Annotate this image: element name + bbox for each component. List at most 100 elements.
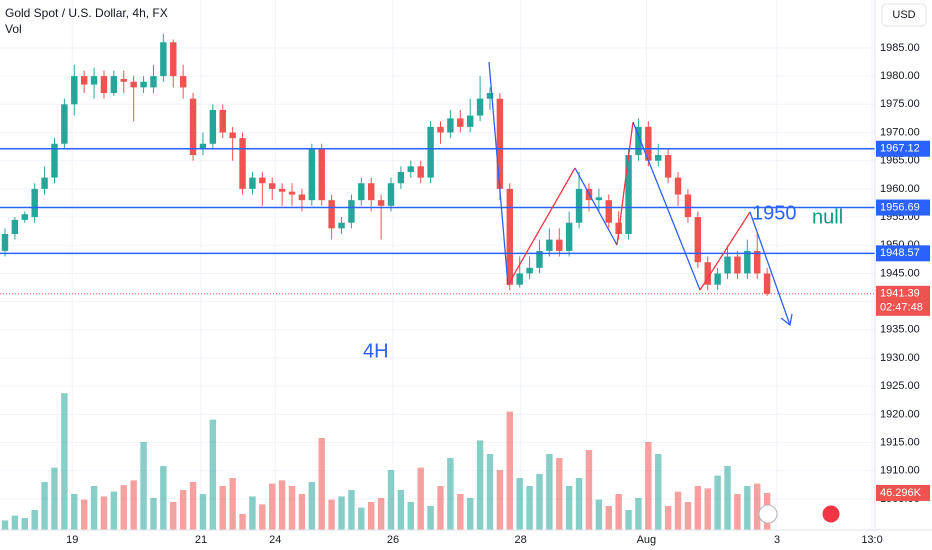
- candle-body: [328, 200, 335, 229]
- volume-layer: [1, 393, 771, 530]
- volume-bar: [80, 499, 88, 530]
- candle-body: [556, 239, 563, 251]
- flag-icon[interactable]: [821, 504, 841, 524]
- candle-body: [427, 126, 434, 178]
- y-tick-label: 1980.00: [880, 70, 920, 82]
- volume-bar: [684, 502, 692, 530]
- y-tick-label: 1960.00: [880, 183, 920, 195]
- candle-body: [90, 76, 98, 85]
- candle-layer: [1, 33, 771, 297]
- volume-bar: [447, 458, 454, 530]
- y-tick-label: 1970.00: [880, 126, 920, 138]
- currency-label[interactable]: USD: [892, 9, 915, 21]
- candle-body: [269, 183, 276, 189]
- candle-body: [734, 256, 741, 274]
- volume-bar: [150, 498, 157, 530]
- volume-bar: [664, 506, 672, 530]
- volume-bar: [496, 470, 504, 530]
- candle-body: [437, 126, 444, 133]
- candle-body: [684, 194, 692, 218]
- volume-bar: [259, 504, 266, 530]
- volume-bar: [575, 478, 583, 530]
- candle-body: [308, 149, 316, 201]
- volume-bar: [31, 510, 38, 530]
- currency-button[interactable]: [881, 3, 927, 27]
- volume-bar: [11, 515, 19, 530]
- candle-body: [367, 183, 375, 201]
- candle-body: [130, 81, 137, 88]
- volume-bar: [51, 467, 58, 530]
- candle-body: [694, 217, 702, 263]
- volume-bar: [21, 518, 29, 530]
- volume-bar: [645, 442, 652, 530]
- candle-body: [120, 78, 127, 82]
- candle-body: [466, 115, 474, 127]
- event-icon[interactable]: [758, 504, 778, 524]
- volume-bar: [120, 485, 127, 530]
- candle-body: [21, 214, 29, 220]
- candle-body: [348, 200, 355, 223]
- volume-bar: [476, 440, 484, 530]
- volume-bar: [318, 438, 325, 530]
- trend-arrow: [632, 121, 701, 291]
- candle-body: [674, 177, 682, 195]
- candle-body: [417, 166, 424, 178]
- volume-bar: [338, 496, 345, 530]
- candle-body: [358, 183, 365, 201]
- candle-body: [41, 177, 48, 189]
- volume-bar: [427, 506, 434, 530]
- candle-body: [635, 126, 642, 156]
- candle-body: [259, 177, 266, 184]
- annotation: 4H: [363, 340, 389, 362]
- candle-body: [457, 118, 464, 127]
- drawings: [488, 61, 793, 327]
- volume-bar: [605, 506, 612, 530]
- volume-bar: [546, 454, 553, 530]
- volume-bar: [61, 393, 68, 530]
- volume-bar: [100, 496, 108, 530]
- volume-bar: [704, 488, 711, 530]
- volume-bar: [724, 466, 731, 530]
- trend-arrow: [574, 167, 618, 246]
- candle-body: [278, 188, 286, 192]
- candle-body: [575, 188, 583, 223]
- volume-bar: [219, 486, 226, 530]
- level-label: 1956.69: [880, 201, 920, 213]
- x-tick-label: 19: [66, 534, 78, 546]
- volume-bar: [635, 498, 642, 530]
- countdown-label: 02:47:48: [880, 302, 923, 314]
- volume-bar: [615, 494, 622, 530]
- volume-bar: [71, 494, 78, 530]
- candle-body: [239, 138, 246, 189]
- volume-bar: [110, 491, 118, 530]
- candle-body: [11, 219, 19, 234]
- chart-title: Gold Spot / U.S. Dollar, 4h, FX: [5, 6, 168, 20]
- volume-bar: [526, 486, 533, 530]
- volume-value-label: 46.296K: [880, 487, 922, 499]
- volume-bar: [170, 502, 177, 530]
- volume-bar: [397, 490, 405, 530]
- candle-body: [664, 155, 672, 178]
- volume-bar: [160, 466, 167, 530]
- candle-body: [61, 104, 68, 144]
- candle-body: [595, 197, 603, 201]
- candle-body: [605, 200, 612, 223]
- volume-bar: [90, 486, 98, 530]
- y-tick-label: 1985.00: [880, 42, 920, 54]
- y-tick-label: 1925.00: [880, 380, 920, 392]
- candle-body: [714, 273, 721, 285]
- candle-body: [209, 109, 217, 144]
- x-tick-label: 24: [269, 534, 281, 546]
- annotation: 1950: [752, 202, 797, 224]
- candle-body: [377, 200, 385, 206]
- candle-body: [754, 250, 761, 274]
- volume-bar: [288, 486, 296, 530]
- y-tick-label: 1920.00: [880, 408, 920, 420]
- candle-body: [1, 233, 9, 251]
- volume-bar: [308, 482, 316, 530]
- candle-body: [744, 250, 751, 274]
- volume-bar: [249, 496, 256, 530]
- volume-bar: [209, 419, 217, 530]
- volume-bar: [407, 502, 415, 530]
